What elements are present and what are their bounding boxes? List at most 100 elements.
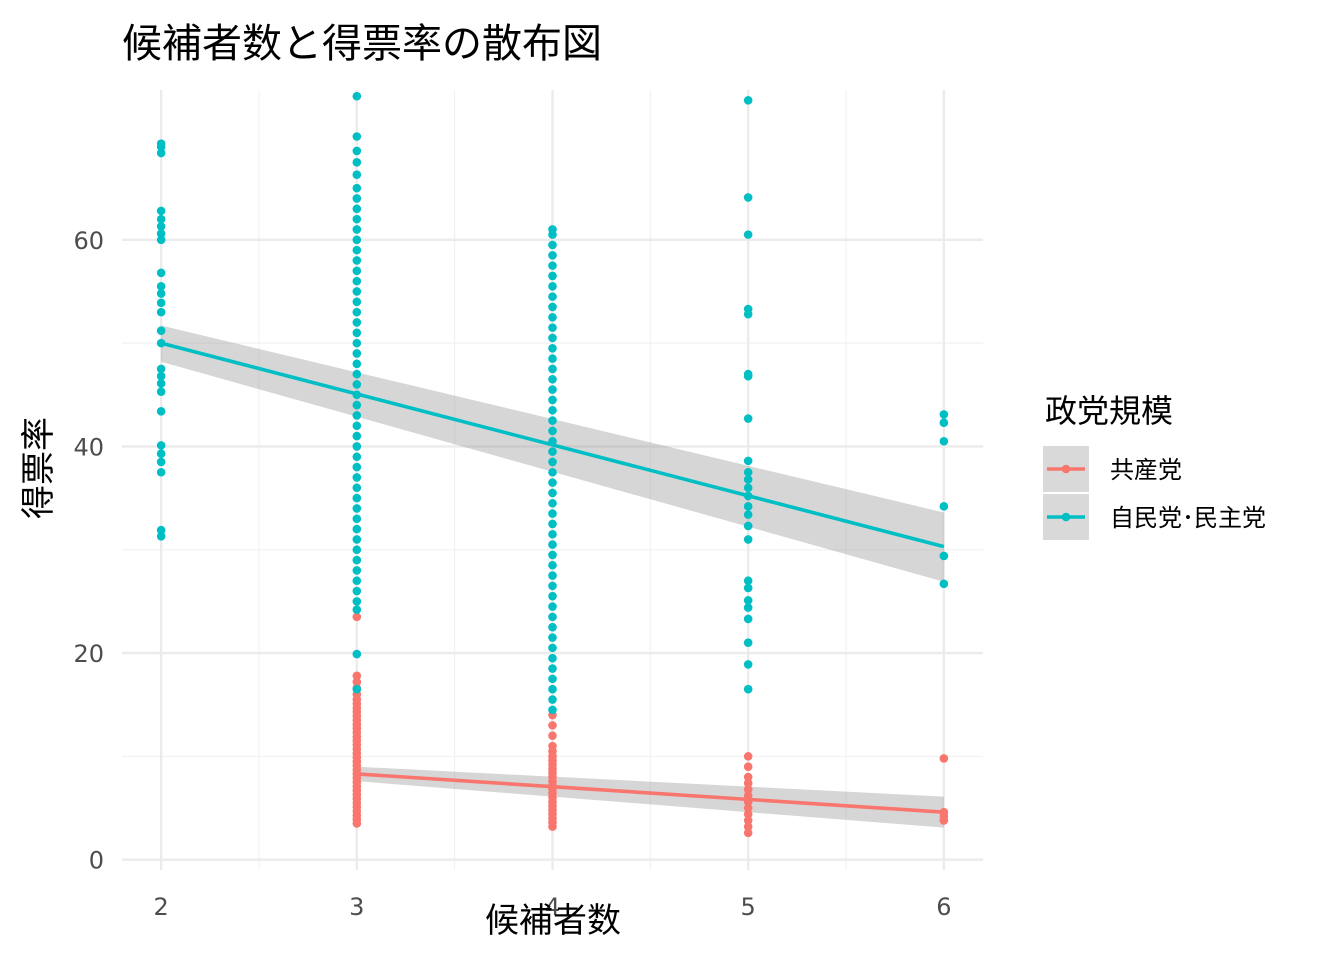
data-point xyxy=(352,276,362,286)
data-point xyxy=(156,449,166,458)
data-point xyxy=(548,705,557,715)
data-point xyxy=(743,772,753,782)
data-point xyxy=(352,380,362,389)
data-point xyxy=(352,597,362,606)
data-point xyxy=(548,426,557,436)
data-point xyxy=(156,379,166,388)
y-tick-label: 20 xyxy=(73,640,104,668)
data-point xyxy=(743,304,753,314)
data-point xyxy=(156,298,166,308)
data-point xyxy=(548,405,557,415)
x-axis-ticks: 2 3 4 5 6 xyxy=(153,893,951,921)
data-point xyxy=(743,684,753,694)
data-point xyxy=(156,148,166,158)
chart-title: 候補者数と得票率の散布図 xyxy=(122,21,602,67)
data-point xyxy=(352,307,362,317)
data-point xyxy=(352,328,362,338)
data-point xyxy=(352,545,362,555)
data-point xyxy=(548,261,557,270)
y-tick-label: 40 xyxy=(73,433,104,461)
data-point xyxy=(156,307,166,317)
data-point xyxy=(352,318,362,327)
data-point xyxy=(743,576,753,586)
data-point xyxy=(352,524,362,534)
data-point xyxy=(352,287,362,296)
data-point xyxy=(352,462,362,472)
data-point xyxy=(548,622,557,632)
data-point xyxy=(352,266,362,276)
data-point xyxy=(743,752,753,761)
data-point xyxy=(352,245,362,255)
data-point xyxy=(352,369,362,379)
data-point xyxy=(743,660,753,669)
data-point xyxy=(743,414,753,423)
data-point xyxy=(548,478,557,487)
grid-major xyxy=(122,90,983,870)
data-point xyxy=(352,338,362,348)
data-point xyxy=(939,502,949,511)
data-point xyxy=(743,521,753,531)
trend-lines xyxy=(160,341,945,814)
data-point xyxy=(352,452,362,462)
data-point xyxy=(156,139,166,149)
data-point xyxy=(156,281,166,291)
data-point xyxy=(743,614,753,624)
data-point xyxy=(156,371,166,381)
data-point xyxy=(352,493,362,503)
data-point xyxy=(743,778,753,788)
data-point xyxy=(352,158,362,167)
data-point xyxy=(352,400,362,410)
data-point xyxy=(352,473,362,482)
data-point xyxy=(352,214,362,224)
y-axis-ticks: 0 20 40 60 xyxy=(73,227,104,875)
y-tick-label: 60 xyxy=(73,227,104,255)
data-point xyxy=(156,441,166,450)
data-point xyxy=(548,333,557,343)
data-point xyxy=(156,214,166,224)
data-point xyxy=(352,225,362,234)
data-point xyxy=(939,754,949,763)
x-tick-label: 2 xyxy=(153,893,168,921)
x-tick-label: 4 xyxy=(545,893,560,921)
data-point xyxy=(548,447,557,456)
data-point xyxy=(352,349,362,358)
data-point xyxy=(548,292,557,301)
data-point xyxy=(156,457,166,467)
data-point xyxy=(743,456,753,466)
data-point xyxy=(352,204,362,214)
data-point xyxy=(743,803,753,813)
data-point xyxy=(156,467,166,477)
data-point xyxy=(352,555,362,565)
data-point xyxy=(156,229,166,238)
x-tick-label: 6 xyxy=(936,893,951,921)
trend-line xyxy=(356,772,944,814)
data-point xyxy=(352,297,362,307)
data-point xyxy=(548,721,557,730)
legend-label: 自民党･民主党 xyxy=(1110,504,1266,532)
data-point xyxy=(548,323,557,332)
data-point xyxy=(548,731,557,740)
data-point xyxy=(548,488,557,498)
data-point xyxy=(939,551,949,561)
data-point xyxy=(548,498,557,508)
data-point xyxy=(156,222,166,231)
data-point xyxy=(743,369,753,379)
data-point xyxy=(548,529,557,539)
data-point xyxy=(352,649,362,659)
data-point xyxy=(548,633,557,642)
data-point xyxy=(352,442,362,451)
data-point xyxy=(743,596,753,605)
data-point xyxy=(156,326,166,336)
data-point xyxy=(156,525,166,535)
data-point xyxy=(352,411,362,420)
data-point xyxy=(548,312,557,322)
data-point xyxy=(548,395,557,405)
data-point xyxy=(156,206,166,216)
data-point xyxy=(352,566,362,575)
data-point xyxy=(743,809,753,819)
data-point xyxy=(743,96,753,105)
data-point xyxy=(156,532,166,541)
y-tick-label: 0 xyxy=(89,847,104,875)
x-tick-label: 5 xyxy=(741,893,756,921)
